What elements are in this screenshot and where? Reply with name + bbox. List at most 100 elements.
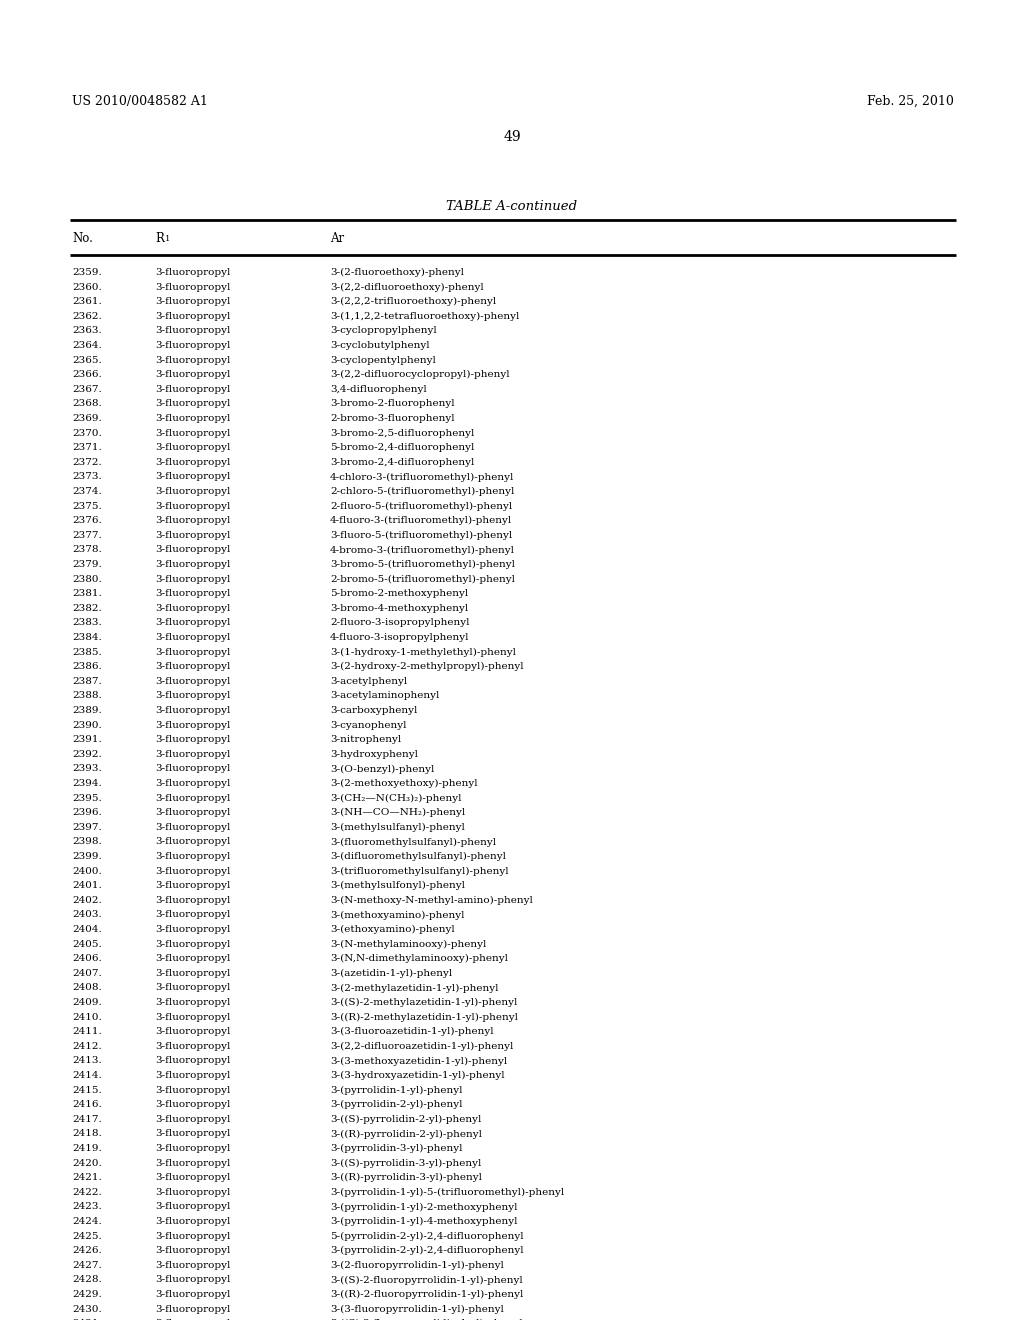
Text: 3-bromo-5-(trifluoromethyl)-phenyl: 3-bromo-5-(trifluoromethyl)-phenyl (330, 560, 515, 569)
Text: 3-(fluoromethylsulfanyl)-phenyl: 3-(fluoromethylsulfanyl)-phenyl (330, 837, 496, 846)
Text: 2391.: 2391. (72, 735, 101, 744)
Text: 2395.: 2395. (72, 793, 101, 803)
Text: 2388.: 2388. (72, 692, 101, 701)
Text: 3-fluoropropyl: 3-fluoropropyl (155, 1188, 230, 1197)
Text: 3-(2,2-difluoroazetidin-1-yl)-phenyl: 3-(2,2-difluoroazetidin-1-yl)-phenyl (330, 1041, 513, 1051)
Text: 2427.: 2427. (72, 1261, 101, 1270)
Text: 3-(pyrrolidin-1-yl)-phenyl: 3-(pyrrolidin-1-yl)-phenyl (330, 1085, 463, 1094)
Text: 3-hydroxyphenyl: 3-hydroxyphenyl (330, 750, 418, 759)
Text: 3-fluoropropyl: 3-fluoropropyl (155, 589, 230, 598)
Text: 3-fluoropropyl: 3-fluoropropyl (155, 444, 230, 453)
Text: 2426.: 2426. (72, 1246, 101, 1255)
Text: 3-fluoropropyl: 3-fluoropropyl (155, 692, 230, 701)
Text: 3-(N-methoxy-N-methyl-amino)-phenyl: 3-(N-methoxy-N-methyl-amino)-phenyl (330, 896, 532, 906)
Text: 3-fluoropropyl: 3-fluoropropyl (155, 458, 230, 467)
Text: 2396.: 2396. (72, 808, 101, 817)
Text: 3-(2,2-difluoroethoxy)-phenyl: 3-(2,2-difluoroethoxy)-phenyl (330, 282, 483, 292)
Text: 5-bromo-2-methoxyphenyl: 5-bromo-2-methoxyphenyl (330, 589, 468, 598)
Text: 2413.: 2413. (72, 1056, 101, 1065)
Text: 3-(CH₂—N(CH₃)₂)-phenyl: 3-(CH₂—N(CH₃)₂)-phenyl (330, 793, 462, 803)
Text: Feb. 25, 2010: Feb. 25, 2010 (867, 95, 954, 108)
Text: 3-carboxyphenyl: 3-carboxyphenyl (330, 706, 418, 715)
Text: 3-fluoropropyl: 3-fluoropropyl (155, 735, 230, 744)
Text: 3-(pyrrolidin-1-yl)-4-methoxyphenyl: 3-(pyrrolidin-1-yl)-4-methoxyphenyl (330, 1217, 517, 1226)
Text: 3-fluoropropyl: 3-fluoropropyl (155, 1144, 230, 1152)
Text: 3-(2-fluoropyrrolidin-1-yl)-phenyl: 3-(2-fluoropyrrolidin-1-yl)-phenyl (330, 1261, 504, 1270)
Text: 2412.: 2412. (72, 1041, 101, 1051)
Text: 3-fluoropropyl: 3-fluoropropyl (155, 1056, 230, 1065)
Text: 2420.: 2420. (72, 1159, 101, 1168)
Text: 3-fluoro-5-(trifluoromethyl)-phenyl: 3-fluoro-5-(trifluoromethyl)-phenyl (330, 531, 512, 540)
Text: 3-fluoropropyl: 3-fluoropropyl (155, 793, 230, 803)
Text: 3-cyanophenyl: 3-cyanophenyl (330, 721, 407, 730)
Text: 2393.: 2393. (72, 764, 101, 774)
Text: 3-((R)-2-fluoropyrrolidin-1-yl)-phenyl: 3-((R)-2-fluoropyrrolidin-1-yl)-phenyl (330, 1290, 523, 1299)
Text: 3-acetylphenyl: 3-acetylphenyl (330, 677, 408, 686)
Text: 3-fluoropropyl: 3-fluoropropyl (155, 822, 230, 832)
Text: 3-fluoropropyl: 3-fluoropropyl (155, 1304, 230, 1313)
Text: 4-chloro-3-(trifluoromethyl)-phenyl: 4-chloro-3-(trifluoromethyl)-phenyl (330, 473, 514, 482)
Text: 2371.: 2371. (72, 444, 101, 453)
Text: 3-fluoropropyl: 3-fluoropropyl (155, 764, 230, 774)
Text: 3-fluoropropyl: 3-fluoropropyl (155, 677, 230, 686)
Text: 3-(2-fluoroethoxy)-phenyl: 3-(2-fluoroethoxy)-phenyl (330, 268, 464, 277)
Text: 3-(2,2,2-trifluoroethoxy)-phenyl: 3-(2,2,2-trifluoroethoxy)-phenyl (330, 297, 497, 306)
Text: 3-((S)-pyrrolidin-2-yl)-phenyl: 3-((S)-pyrrolidin-2-yl)-phenyl (330, 1115, 481, 1123)
Text: 3-bromo-2-fluorophenyl: 3-bromo-2-fluorophenyl (330, 400, 455, 408)
Text: 3-fluoropropyl: 3-fluoropropyl (155, 282, 230, 292)
Text: 3-fluoropropyl: 3-fluoropropyl (155, 400, 230, 408)
Text: 3-(trifluoromethylsulfanyl)-phenyl: 3-(trifluoromethylsulfanyl)-phenyl (330, 867, 509, 875)
Text: 2369.: 2369. (72, 414, 101, 422)
Text: 3-fluoropropyl: 3-fluoropropyl (155, 268, 230, 277)
Text: 2366.: 2366. (72, 370, 101, 379)
Text: 3-(1,1,2,2-tetrafluoroethoxy)-phenyl: 3-(1,1,2,2-tetrafluoroethoxy)-phenyl (330, 312, 519, 321)
Text: 3-fluoropropyl: 3-fluoropropyl (155, 1012, 230, 1022)
Text: 3-(2-hydroxy-2-methylpropyl)-phenyl: 3-(2-hydroxy-2-methylpropyl)-phenyl (330, 663, 523, 672)
Text: 3-((R)-pyrrolidin-2-yl)-phenyl: 3-((R)-pyrrolidin-2-yl)-phenyl (330, 1130, 482, 1139)
Text: 2408.: 2408. (72, 983, 101, 993)
Text: 2422.: 2422. (72, 1188, 101, 1197)
Text: 3-fluoropropyl: 3-fluoropropyl (155, 531, 230, 540)
Text: 3-fluoropropyl: 3-fluoropropyl (155, 297, 230, 306)
Text: 3-(difluoromethylsulfanyl)-phenyl: 3-(difluoromethylsulfanyl)-phenyl (330, 851, 506, 861)
Text: 2367.: 2367. (72, 385, 101, 393)
Text: 2414.: 2414. (72, 1071, 101, 1080)
Text: 3-(N,N-dimethylaminooxy)-phenyl: 3-(N,N-dimethylaminooxy)-phenyl (330, 954, 508, 964)
Text: 2-bromo-5-(trifluoromethyl)-phenyl: 2-bromo-5-(trifluoromethyl)-phenyl (330, 574, 515, 583)
Text: US 2010/0048582 A1: US 2010/0048582 A1 (72, 95, 208, 108)
Text: 3-fluoropropyl: 3-fluoropropyl (155, 502, 230, 511)
Text: 3-(3-fluoropyrrolidin-1-yl)-phenyl: 3-(3-fluoropyrrolidin-1-yl)-phenyl (330, 1304, 504, 1313)
Text: 3-cyclopropylphenyl: 3-cyclopropylphenyl (330, 326, 437, 335)
Text: 3-(3-fluoroazetidin-1-yl)-phenyl: 3-(3-fluoroazetidin-1-yl)-phenyl (330, 1027, 494, 1036)
Text: 2386.: 2386. (72, 663, 101, 671)
Text: 3-fluoropropyl: 3-fluoropropyl (155, 634, 230, 642)
Text: 2382.: 2382. (72, 603, 101, 612)
Text: 3-fluoropropyl: 3-fluoropropyl (155, 560, 230, 569)
Text: 2400.: 2400. (72, 867, 101, 875)
Text: 3-fluoropropyl: 3-fluoropropyl (155, 925, 230, 935)
Text: 2385.: 2385. (72, 648, 101, 656)
Text: 3-fluoropropyl: 3-fluoropropyl (155, 355, 230, 364)
Text: 49: 49 (503, 129, 521, 144)
Text: 2411.: 2411. (72, 1027, 101, 1036)
Text: 2397.: 2397. (72, 822, 101, 832)
Text: No.: No. (72, 232, 93, 246)
Text: 3-fluoropropyl: 3-fluoropropyl (155, 940, 230, 949)
Text: TABLE A-continued: TABLE A-continued (446, 201, 578, 213)
Text: 3-fluoropropyl: 3-fluoropropyl (155, 1203, 230, 1212)
Text: 2430.: 2430. (72, 1304, 101, 1313)
Text: 3-(methylsulfonyl)-phenyl: 3-(methylsulfonyl)-phenyl (330, 882, 465, 890)
Text: 3-((R)-pyrrolidin-3-yl)-phenyl: 3-((R)-pyrrolidin-3-yl)-phenyl (330, 1173, 482, 1183)
Text: 2387.: 2387. (72, 677, 101, 686)
Text: 3-fluoropropyl: 3-fluoropropyl (155, 326, 230, 335)
Text: 2423.: 2423. (72, 1203, 101, 1212)
Text: 3-cyclobutylphenyl: 3-cyclobutylphenyl (330, 341, 430, 350)
Text: 2389.: 2389. (72, 706, 101, 715)
Text: 3-fluoropropyl: 3-fluoropropyl (155, 1232, 230, 1241)
Text: 3-(pyrrolidin-2-yl)-phenyl: 3-(pyrrolidin-2-yl)-phenyl (330, 1100, 463, 1109)
Text: 2380.: 2380. (72, 574, 101, 583)
Text: 2399.: 2399. (72, 851, 101, 861)
Text: 3-fluoropropyl: 3-fluoropropyl (155, 648, 230, 656)
Text: 2419.: 2419. (72, 1144, 101, 1152)
Text: 2-chloro-5-(trifluoromethyl)-phenyl: 2-chloro-5-(trifluoromethyl)-phenyl (330, 487, 514, 496)
